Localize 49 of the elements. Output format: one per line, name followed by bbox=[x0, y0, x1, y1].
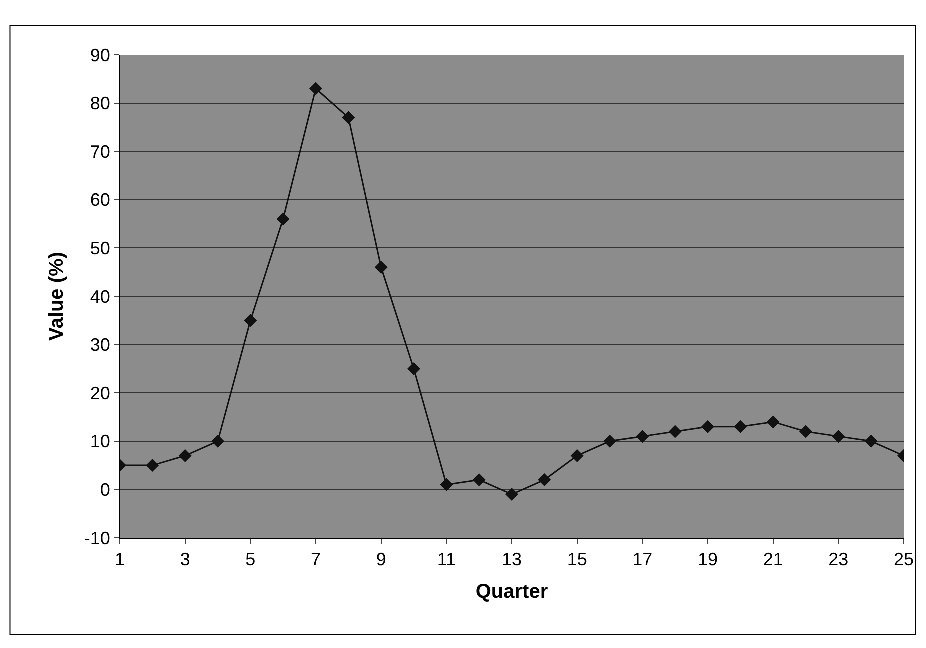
x-axis-title: Quarter bbox=[476, 581, 548, 604]
y-tick-label: 40 bbox=[90, 286, 110, 307]
point bbox=[636, 430, 650, 444]
x-tick-label: 23 bbox=[828, 550, 849, 570]
point bbox=[178, 449, 192, 462]
point bbox=[570, 449, 584, 462]
point bbox=[342, 111, 356, 124]
x-tick-label: 7 bbox=[310, 550, 322, 570]
point bbox=[668, 425, 682, 438]
x-tick-label: 15 bbox=[567, 550, 588, 570]
point bbox=[800, 425, 812, 438]
point bbox=[374, 261, 388, 274]
point bbox=[276, 212, 290, 226]
y-tick-label: 20 bbox=[90, 383, 110, 404]
point bbox=[244, 314, 258, 328]
y-tick-label: 50 bbox=[90, 238, 110, 258]
point bbox=[146, 459, 160, 472]
point bbox=[864, 434, 878, 448]
x-tick-label: 1 bbox=[114, 550, 126, 570]
x-tick-label: 13 bbox=[502, 550, 522, 570]
x-tick-label: 9 bbox=[376, 550, 386, 570]
y-axis-title: Value (%) bbox=[46, 252, 68, 341]
point bbox=[734, 420, 748, 434]
point bbox=[408, 362, 420, 376]
point bbox=[538, 474, 552, 487]
y-tick-label: 10 bbox=[90, 432, 110, 452]
x-tick-label: 11 bbox=[437, 550, 456, 570]
point bbox=[310, 82, 322, 96]
y-tick-label: 80 bbox=[90, 94, 110, 114]
point bbox=[702, 420, 714, 434]
y-tick-label: -10 bbox=[84, 528, 110, 548]
x-tick-label: 5 bbox=[246, 550, 256, 570]
x-tick-label: 3 bbox=[180, 550, 190, 570]
x-tick-label: 21 bbox=[763, 550, 784, 570]
point bbox=[832, 430, 846, 444]
point bbox=[506, 488, 518, 502]
y-tick-label: 60 bbox=[90, 190, 110, 210]
x-tick-label: 19 bbox=[698, 550, 718, 570]
y-tick-label: 30 bbox=[90, 335, 110, 356]
point bbox=[604, 434, 616, 448]
y-tick-label: 0 bbox=[100, 480, 110, 500]
y-tick-label: 90 bbox=[90, 45, 110, 66]
point bbox=[766, 416, 780, 429]
point bbox=[440, 478, 454, 492]
point bbox=[212, 434, 224, 448]
x-tick-label: 25 bbox=[894, 550, 914, 570]
y-tick-label: 70 bbox=[90, 142, 110, 162]
x-tick-label: 17 bbox=[632, 550, 653, 570]
point bbox=[472, 474, 486, 487]
